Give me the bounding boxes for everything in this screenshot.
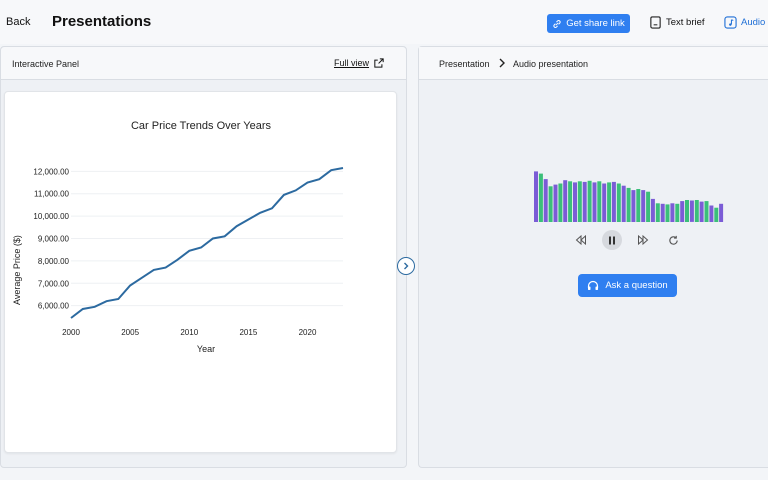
waveform-bar [534,171,538,222]
chart-card: Car Price Trends Over Years Average Pric… [4,91,397,453]
waveform-bar [543,179,548,222]
waveform-bar [719,203,724,222]
rewind-button[interactable] [571,230,591,250]
waveform-bar [670,203,675,222]
breadcrumb-audio-presentation: Audio presentation [513,59,589,69]
y-tick-label: 8,000.00 [38,257,70,266]
y-tick-label: 10,000.00 [33,212,69,221]
share-label: Get share link [566,18,625,29]
waveform-bar [689,200,694,222]
waveform-bar [655,203,660,222]
waveform-bar [616,183,621,222]
y-tick-label: 7,000.00 [38,279,70,288]
headphones-icon [588,280,599,290]
waveform-bar [558,183,563,222]
breadcrumb: Presentation Audio presentation [419,47,768,80]
waveform-bar [631,190,636,222]
document-icon [650,16,661,29]
waveform-bar [548,186,553,222]
replay-button[interactable] [663,230,683,250]
text-brief-tab[interactable]: Text brief [649,16,705,29]
full-view-label: Full view [334,58,370,68]
waveform-bar [538,173,543,222]
y-tick-label: 6,000.00 [38,302,70,311]
waveform-bar [577,181,582,222]
line-chart: Car Price Trends Over Years Average Pric… [12,120,344,354]
waveform-bar [665,204,670,222]
waveform-bar [573,182,577,222]
chevron-right-icon [404,262,409,270]
waveform-bar [607,182,612,222]
music-note-icon [724,16,737,29]
waveform-bar [592,182,597,222]
y-axis-label: Average Price ($) [12,235,22,305]
ask-a-question-button[interactable]: Ask a question [578,274,677,297]
waveform-bar [582,181,587,222]
x-tick-label: 2010 [180,328,198,337]
audio-label: Audio [741,17,766,28]
waveform-bar [626,187,631,222]
x-tick-label: 2020 [299,328,317,337]
x-axis-label: Year [197,344,215,354]
pause-icon [609,236,615,244]
waveform-bar [553,184,558,222]
x-tick-label: 2000 [62,328,80,337]
waveform-bar [563,180,568,222]
y-tick-label: 11,000.00 [34,190,70,199]
top-bar: Back Presentations Get share link Text b… [0,0,768,44]
audio-waveform[interactable] [534,167,724,222]
full-view-link[interactable]: Full view [334,58,384,68]
price-series-line [70,167,344,319]
waveform-bar [621,185,626,222]
waveform-bar [699,201,704,222]
waveform-bar [602,183,607,222]
waveform-bar [597,181,602,222]
playback-controls [571,230,681,250]
waveform-bar [714,207,719,222]
back-button[interactable]: Back [6,16,31,28]
waveform-bar [680,201,685,222]
panel-toggle-button[interactable] [397,257,415,275]
waveform-bar [660,203,665,222]
waveform-bar [636,189,641,222]
get-share-link-button[interactable]: Get share link [547,14,630,33]
waveform-bar [675,203,680,222]
fast-forward-button[interactable] [633,230,653,250]
waveform-bar [568,181,573,222]
chart-title: Car Price Trends Over Years [131,120,272,132]
pause-button[interactable] [602,230,622,250]
interactive-panel: Interactive Panel Full view Car Price Tr… [0,46,407,468]
waveform-bar [641,190,646,222]
waveform-bar [650,198,655,222]
x-tick-label: 2015 [239,328,257,337]
panel-title: Interactive Panel [12,59,80,69]
breadcrumb-presentation[interactable]: Presentation [439,59,490,69]
waveform-bar [709,205,714,222]
waveform-bar [685,200,689,222]
rewind-icon [575,235,586,245]
chevron-right-icon [499,58,505,68]
replay-icon [668,235,678,245]
x-tick-label: 2005 [121,328,139,337]
waveform-bar [704,201,709,222]
audio-presentation-panel: Presentation Audio presentation Ask a qu… [418,46,768,468]
interactive-panel-header: Interactive Panel Full view [1,47,406,80]
ask-label: Ask a question [605,280,668,291]
page-title: Presentations [52,13,152,30]
y-tick-label: 9,000.00 [38,235,70,244]
y-tick-label: 12,000.00 [33,167,69,176]
waveform-bar [611,181,616,222]
link-icon [553,19,561,28]
fast-forward-icon [638,235,649,245]
text-brief-label: Text brief [666,17,705,28]
waveform-bar [694,200,699,222]
waveform-bar [646,191,651,222]
audio-tab[interactable]: Audio [724,16,765,29]
external-link-icon [374,58,384,68]
waveform-bar [587,180,592,222]
